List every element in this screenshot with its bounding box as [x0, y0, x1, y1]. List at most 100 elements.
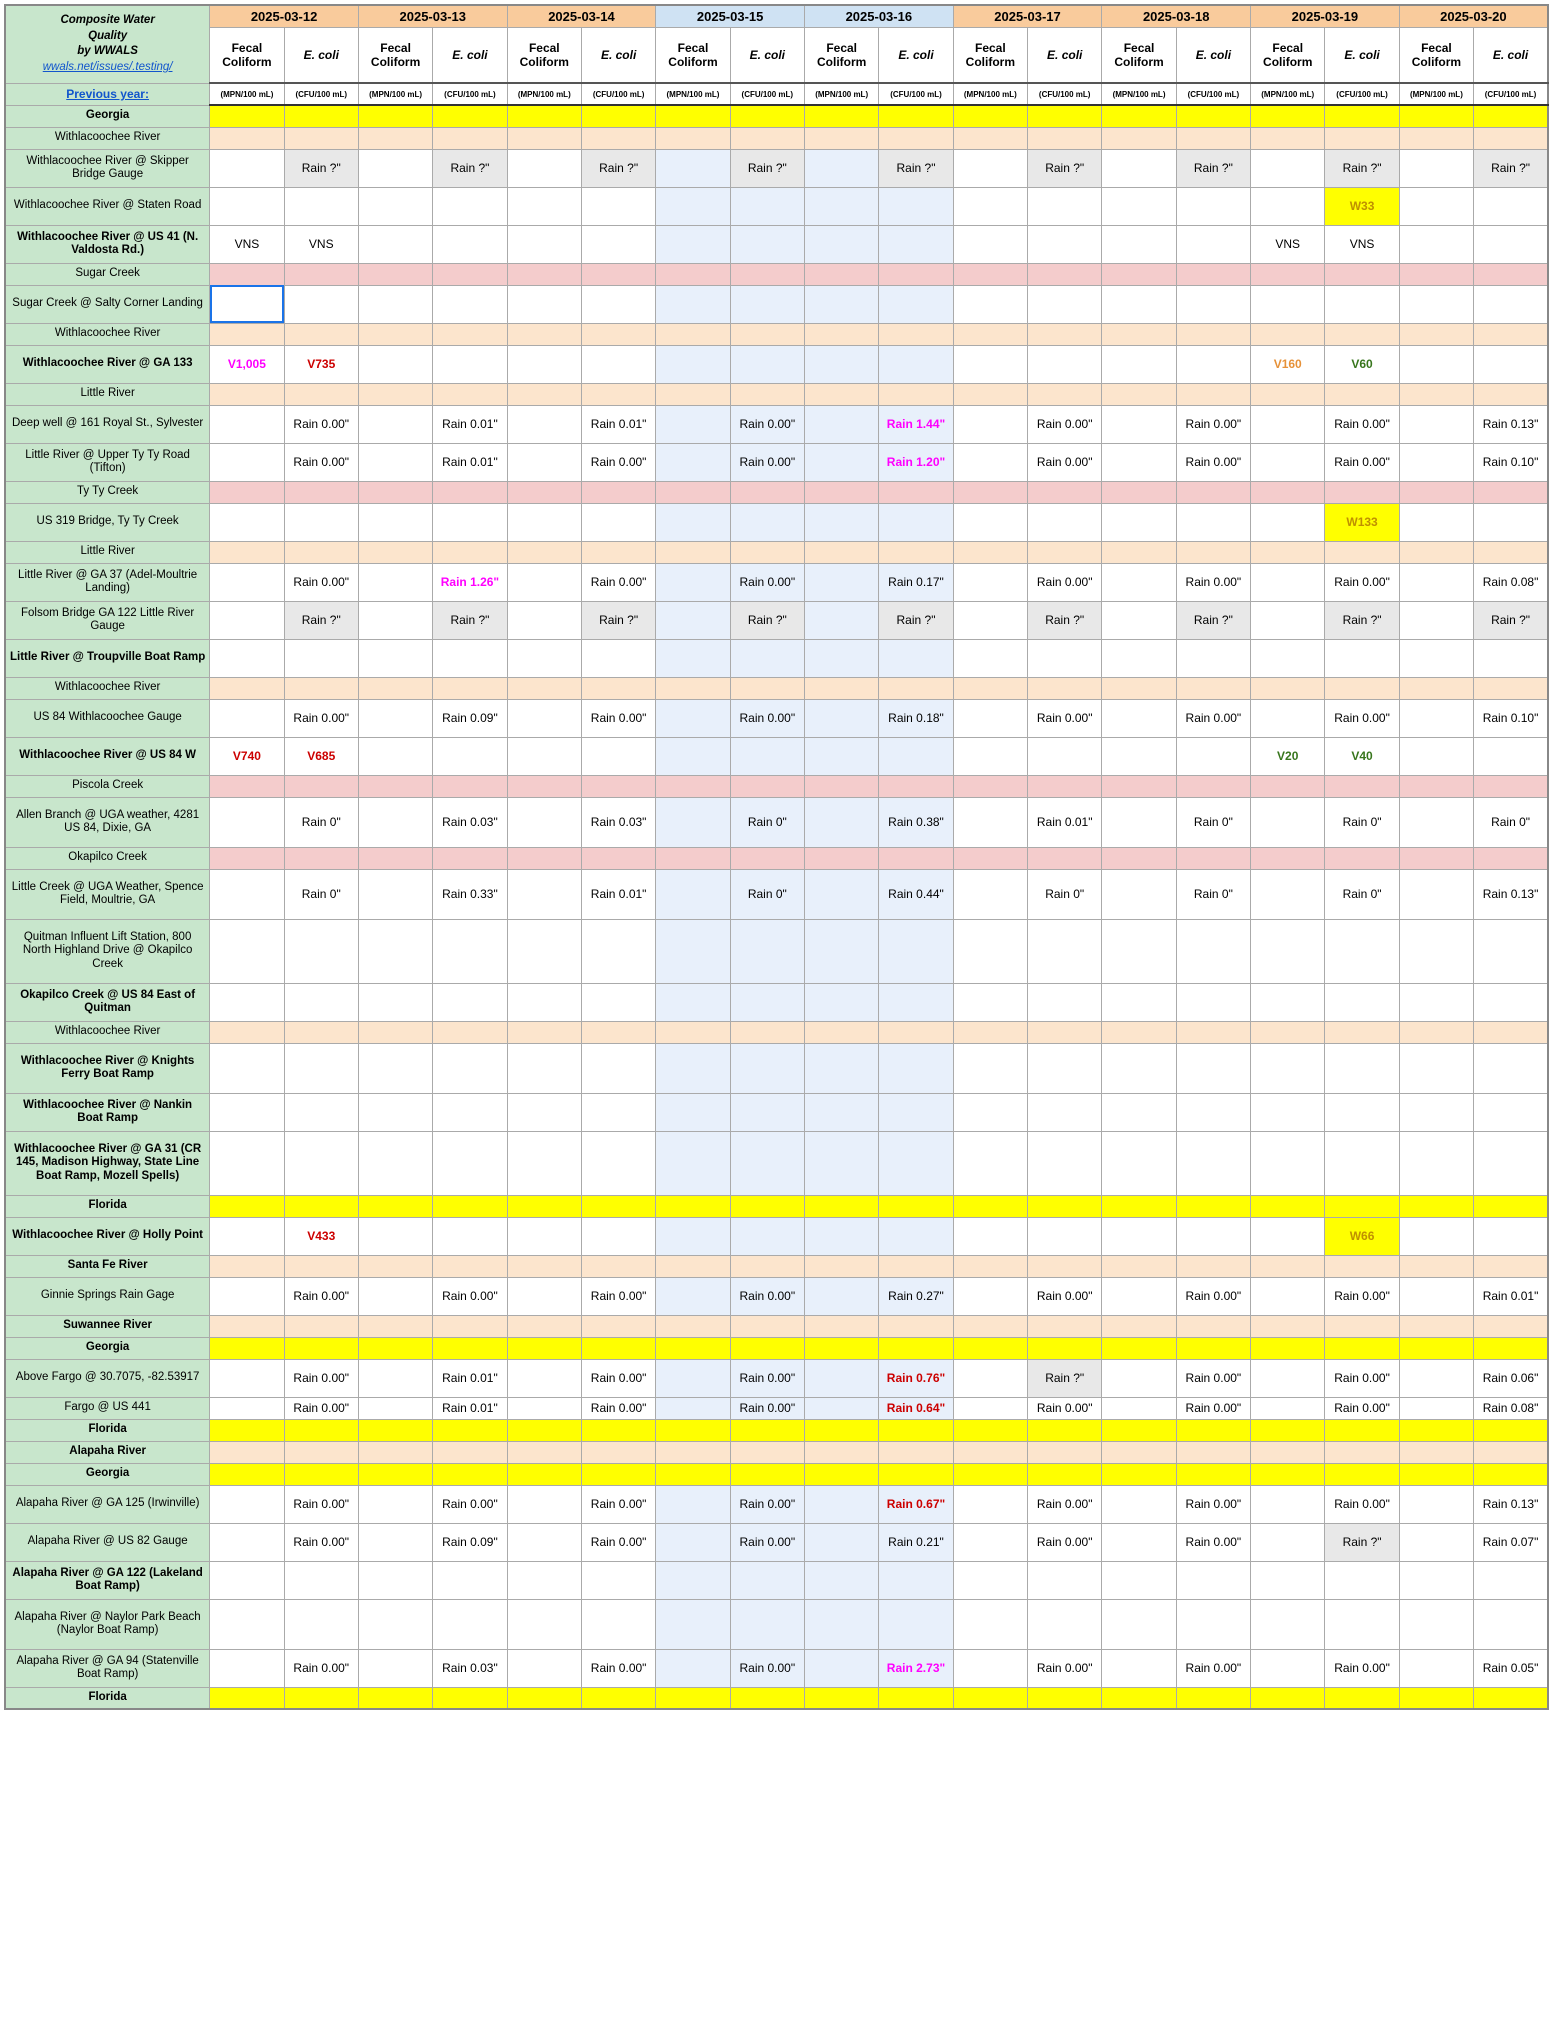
data-cell[interactable]: Rain 0.00" — [581, 1397, 655, 1419]
data-cell[interactable]: Rain 0" — [1325, 797, 1399, 847]
data-cell[interactable] — [1251, 1217, 1325, 1255]
data-cell[interactable]: Rain 0.00" — [284, 443, 358, 481]
data-cell[interactable] — [1176, 1195, 1250, 1217]
data-cell[interactable] — [358, 1599, 432, 1649]
data-cell[interactable] — [1399, 1419, 1473, 1441]
data-cell[interactable] — [1102, 1021, 1176, 1043]
data-cell[interactable] — [1102, 541, 1176, 563]
data-cell[interactable] — [1102, 149, 1176, 187]
data-cell[interactable] — [656, 323, 730, 345]
data-cell[interactable] — [284, 1255, 358, 1277]
data-cell[interactable] — [879, 105, 953, 127]
data-cell[interactable] — [1102, 869, 1176, 919]
data-cell[interactable] — [804, 187, 878, 225]
data-cell[interactable] — [581, 1419, 655, 1441]
data-cell[interactable]: Rain 0.01" — [433, 1359, 507, 1397]
data-cell[interactable] — [1399, 1043, 1473, 1093]
data-cell[interactable] — [507, 503, 581, 541]
data-cell[interactable] — [581, 1599, 655, 1649]
data-cell[interactable] — [1028, 323, 1102, 345]
data-cell[interactable] — [284, 1315, 358, 1337]
data-cell[interactable] — [1325, 639, 1399, 677]
data-cell[interactable] — [507, 699, 581, 737]
data-cell[interactable] — [1176, 847, 1250, 869]
data-cell[interactable]: Rain 0.00" — [1325, 1359, 1399, 1397]
data-cell[interactable] — [1399, 149, 1473, 187]
data-cell[interactable]: Rain 0.00" — [581, 1523, 655, 1561]
data-cell[interactable]: Rain 1.26" — [433, 563, 507, 601]
data-cell[interactable] — [507, 677, 581, 699]
data-cell[interactable] — [284, 677, 358, 699]
data-cell[interactable]: Rain 0.00" — [284, 1485, 358, 1523]
data-cell[interactable]: Rain 0.33" — [433, 869, 507, 919]
data-cell[interactable] — [730, 1441, 804, 1463]
data-cell[interactable] — [1399, 1093, 1473, 1131]
data-cell[interactable] — [1028, 1195, 1102, 1217]
data-cell[interactable] — [581, 1463, 655, 1485]
data-cell[interactable] — [656, 225, 730, 263]
data-cell[interactable] — [953, 187, 1027, 225]
data-cell[interactable]: Rain 0.00" — [1176, 1523, 1250, 1561]
data-cell[interactable] — [1102, 105, 1176, 127]
data-cell[interactable] — [1399, 225, 1473, 263]
data-cell[interactable] — [953, 1397, 1027, 1419]
data-cell[interactable]: Rain 1.44" — [879, 405, 953, 443]
data-cell[interactable] — [804, 1093, 878, 1131]
data-cell[interactable] — [210, 1687, 284, 1709]
data-cell[interactable] — [1325, 1419, 1399, 1441]
data-cell[interactable] — [581, 541, 655, 563]
data-cell[interactable] — [210, 1441, 284, 1463]
data-cell[interactable] — [1028, 1419, 1102, 1441]
data-cell[interactable] — [953, 1093, 1027, 1131]
data-cell[interactable]: Rain 0.00" — [730, 443, 804, 481]
data-cell[interactable] — [656, 263, 730, 285]
data-cell[interactable] — [284, 1687, 358, 1709]
data-cell[interactable]: W33 — [1325, 187, 1399, 225]
data-cell[interactable]: Rain 0.00" — [730, 1359, 804, 1397]
data-cell[interactable] — [507, 1397, 581, 1419]
data-cell[interactable] — [1102, 1523, 1176, 1561]
data-cell[interactable] — [358, 503, 432, 541]
data-cell[interactable] — [1251, 443, 1325, 481]
data-cell[interactable] — [284, 323, 358, 345]
data-cell[interactable] — [433, 285, 507, 323]
data-cell[interactable]: Rain 0.00" — [1325, 1485, 1399, 1523]
data-cell[interactable] — [953, 1463, 1027, 1485]
data-cell[interactable] — [507, 1523, 581, 1561]
data-cell[interactable] — [1325, 1093, 1399, 1131]
data-cell[interactable] — [358, 983, 432, 1021]
data-cell[interactable]: Rain 2.73" — [879, 1649, 953, 1687]
data-cell[interactable] — [804, 1217, 878, 1255]
data-cell[interactable] — [1325, 1687, 1399, 1709]
data-cell[interactable] — [358, 541, 432, 563]
data-cell[interactable] — [1399, 127, 1473, 149]
data-cell[interactable] — [953, 1485, 1027, 1523]
data-cell[interactable] — [1102, 1397, 1176, 1419]
data-cell[interactable]: Rain ?" — [1028, 1359, 1102, 1397]
data-cell[interactable] — [1399, 737, 1473, 775]
data-cell[interactable] — [1251, 869, 1325, 919]
data-cell[interactable]: Rain 0.18" — [879, 699, 953, 737]
data-cell[interactable] — [1176, 919, 1250, 983]
data-cell[interactable] — [730, 225, 804, 263]
data-cell[interactable] — [656, 563, 730, 601]
data-cell[interactable] — [1474, 1315, 1548, 1337]
data-cell[interactable] — [507, 443, 581, 481]
data-cell[interactable] — [879, 345, 953, 383]
data-cell[interactable] — [879, 481, 953, 503]
data-cell[interactable]: Rain 0.13" — [1474, 1485, 1548, 1523]
data-cell[interactable] — [953, 1359, 1027, 1397]
data-cell[interactable] — [1399, 1021, 1473, 1043]
data-cell[interactable] — [210, 405, 284, 443]
data-cell[interactable] — [284, 481, 358, 503]
data-cell[interactable] — [804, 919, 878, 983]
data-cell[interactable]: Rain ?" — [879, 149, 953, 187]
data-cell[interactable] — [581, 383, 655, 405]
data-cell[interactable] — [953, 149, 1027, 187]
data-cell[interactable] — [730, 1315, 804, 1337]
data-cell[interactable] — [358, 149, 432, 187]
data-cell[interactable]: Rain 0" — [730, 869, 804, 919]
data-cell[interactable] — [730, 1093, 804, 1131]
data-cell[interactable] — [1399, 775, 1473, 797]
data-cell[interactable] — [210, 1277, 284, 1315]
